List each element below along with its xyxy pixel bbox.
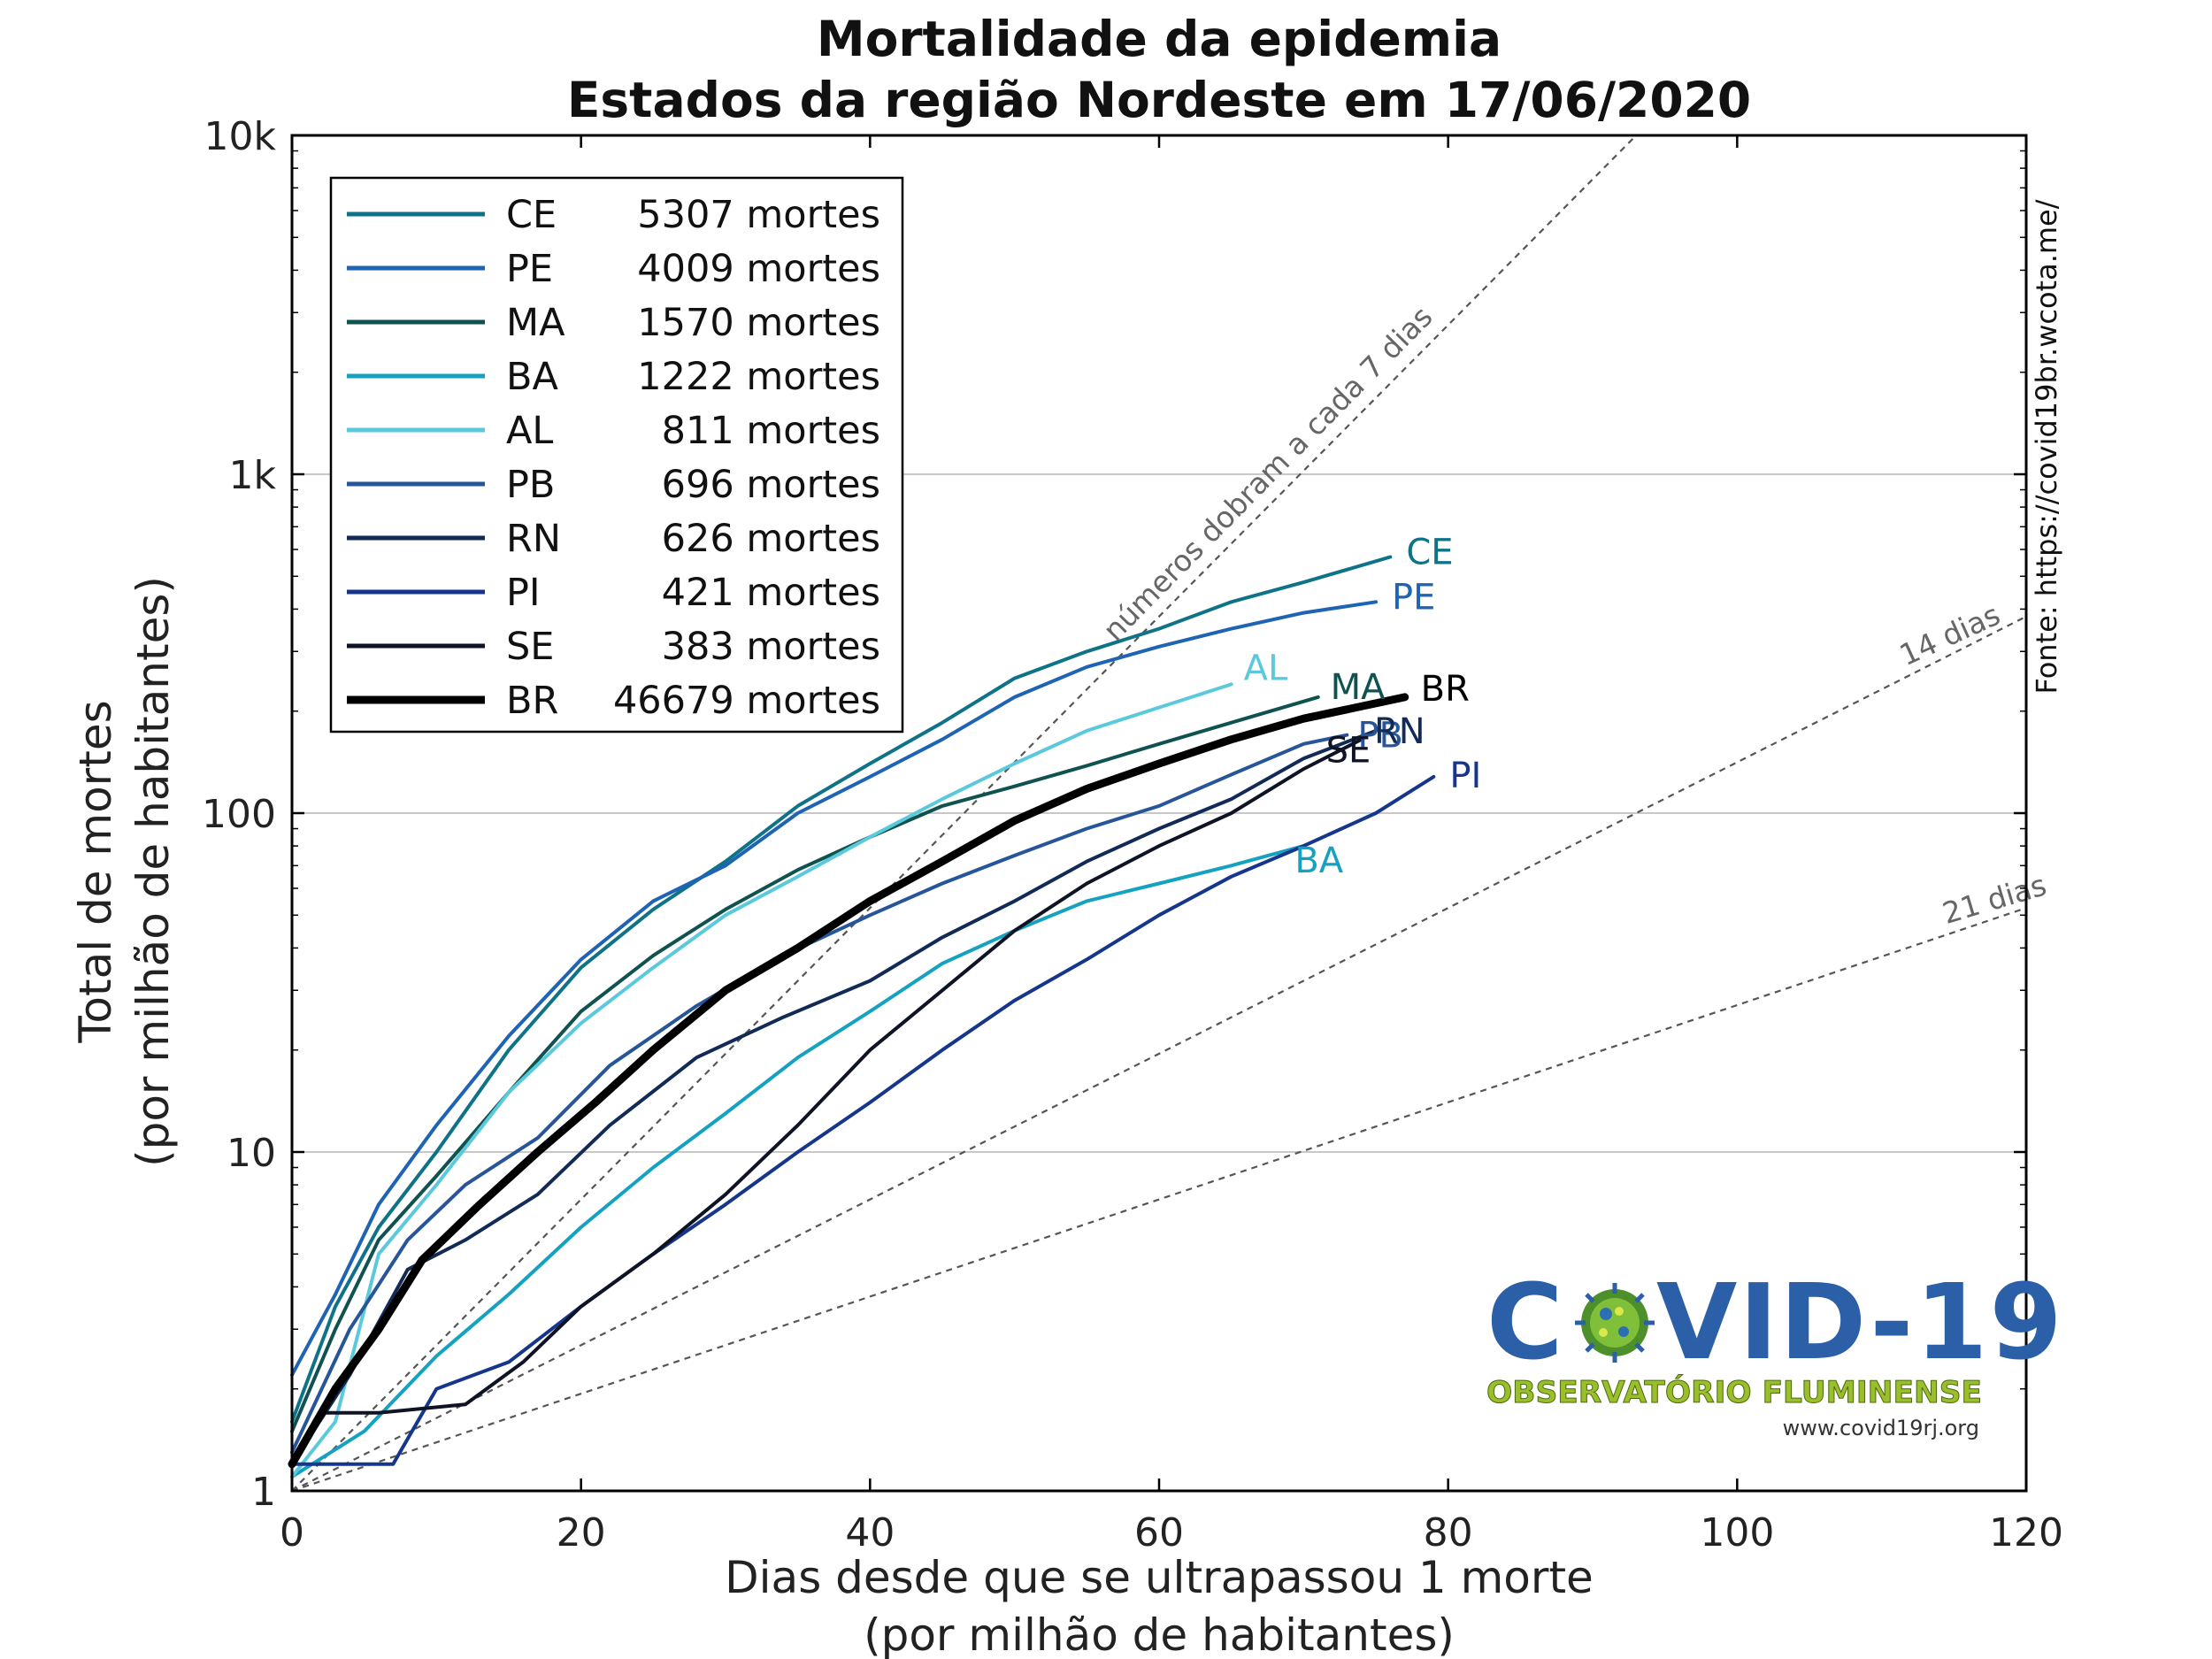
x-axis-label-unit: (por milhão de habitantes) <box>864 1609 1455 1659</box>
chart-subtitle: Estados da região Nordeste em 17/06/2020 <box>567 72 1751 128</box>
series-end-label-rn: RN <box>1374 711 1425 752</box>
source-label: Fonte: https://covid19br.wcota.me/ <box>2030 199 2063 694</box>
x-tick-label: 0 <box>280 1510 304 1555</box>
series-end-label-ma: MA <box>1331 667 1386 708</box>
series-end-label-br: BR <box>1421 669 1470 710</box>
legend-deaths-pb: 696 mortes <box>662 463 880 507</box>
legend-deaths-al: 811 mortes <box>662 409 880 453</box>
logo-text-vid19: VID-19 <box>1656 1261 2064 1383</box>
virus-icon <box>1575 1283 1655 1363</box>
series-line-ce <box>290 555 1393 1424</box>
x-tick-label: 40 <box>845 1510 895 1555</box>
series-line-al <box>290 682 1233 1479</box>
reference-line-label: 21 dias <box>1939 867 2050 930</box>
series-lines <box>288 555 1436 1479</box>
x-tick-label: 100 <box>1700 1510 1774 1555</box>
legend-deaths-ba: 1222 mortes <box>637 355 880 399</box>
legend-deaths-rn: 626 mortes <box>662 517 880 561</box>
chart-title: Mortalidade da epidemia <box>817 11 1502 67</box>
y-tick-label: 1k <box>229 453 277 498</box>
legend-deaths-ce: 5307 mortes <box>637 193 880 237</box>
series-end-label-ba: BA <box>1294 841 1343 881</box>
series-line-pe <box>290 600 1378 1377</box>
legend-deaths-pe: 4009 mortes <box>637 247 880 291</box>
x-axis-label: Dias desde que se ultrapassou 1 morte <box>725 1552 1594 1603</box>
x-tick-label: 120 <box>1989 1510 2063 1555</box>
legend-label-pb: PB <box>506 463 555 507</box>
series-line-ba <box>290 844 1306 1479</box>
series-line-br <box>288 693 1409 1469</box>
y-tick-label: 1 <box>251 1470 276 1515</box>
legend-label-pe: PE <box>506 247 553 291</box>
y-axis-label: Total de mortes <box>70 700 121 1043</box>
logo-subtitle: OBSERVATÓRIO FLUMINENSE <box>1486 1374 1982 1410</box>
covid19-logo: C VID-19 OBSERVATÓRIO FLUMINENSE www.cov… <box>1486 1261 2064 1440</box>
series-end-label-se: SE <box>1326 731 1371 772</box>
series-line-pi <box>290 774 1436 1466</box>
legend-label-pi: PI <box>506 571 541 615</box>
series-end-label-ce: CE <box>1406 532 1453 572</box>
y-tick-label: 10k <box>204 114 277 159</box>
logo-text-c: C <box>1486 1261 1565 1383</box>
series-end-label-pi: PI <box>1449 756 1481 796</box>
legend-label-ma: MA <box>506 301 565 345</box>
legend-deaths-ma: 1570 mortes <box>637 301 880 345</box>
series-line-ma <box>290 695 1320 1433</box>
reference-line-label: 14 dias <box>1894 597 2005 672</box>
reference-line-14d <box>291 615 2027 1492</box>
legend-deaths-pi: 421 mortes <box>662 571 880 615</box>
legend-label-br: BR <box>506 679 558 723</box>
x-tick-label: 20 <box>557 1510 606 1555</box>
reference-line-21d <box>291 907 2027 1493</box>
series-line-rn <box>290 728 1378 1466</box>
series-end-label-pb: PB <box>1357 716 1403 757</box>
legend-label-al: AL <box>506 409 553 453</box>
series-line-pb <box>290 733 1349 1455</box>
legend-label-ce: CE <box>506 193 557 237</box>
legend-label-ba: BA <box>506 355 558 399</box>
series-line-se <box>290 737 1363 1466</box>
logo-url: www.covid19rj.org <box>1783 1416 1979 1440</box>
x-tick-label: 60 <box>1134 1510 1184 1555</box>
legend: CE 5307 mortes PE 4009 mortes MA 1570 mortes B… <box>329 176 904 733</box>
reference-line-7d <box>291 134 1638 1492</box>
series-end-label-pe: PE <box>1392 577 1435 618</box>
legend-label-rn: RN <box>506 517 561 561</box>
legend-deaths-br: 46679 mortes <box>613 679 880 723</box>
legend-deaths-se: 383 mortes <box>662 625 880 669</box>
y-tick-label: 10 <box>227 1131 276 1176</box>
series-end-label-al: AL <box>1244 648 1288 688</box>
x-tick-label: 80 <box>1424 1510 1473 1555</box>
y-axis-label-unit: (por milhão de habitantes) <box>127 576 179 1167</box>
y-tick-label: 100 <box>202 792 276 837</box>
legend-label-se: SE <box>506 625 554 669</box>
